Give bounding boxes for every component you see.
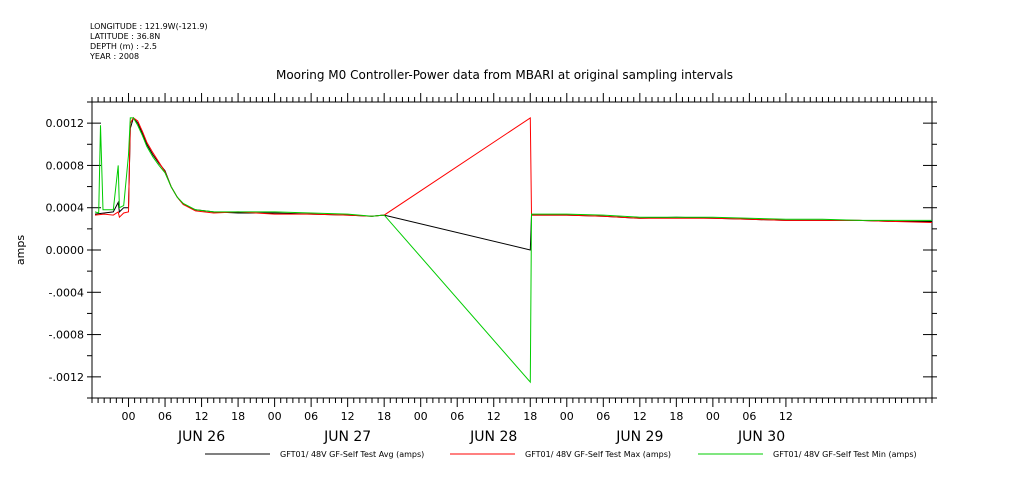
x-day-label: JUN 28 — [469, 429, 517, 445]
x-day-label: JUN 29 — [615, 429, 663, 445]
x-tick-label: 00 — [414, 410, 428, 423]
y-tick-label: -.0008 — [49, 329, 84, 342]
year-label: YEAR : 2008 — [90, 52, 140, 61]
y-axis-label: amps — [14, 235, 27, 265]
y-tick-label: 0.0008 — [46, 159, 85, 172]
x-tick-label: 00 — [122, 410, 136, 423]
x-tick-label: 00 — [706, 410, 720, 423]
legend-label: GFT01/ 48V GF-Self Test Avg (amps) — [280, 450, 424, 459]
axis-ticks: 0.0012 0.0008 0.0004 0.0000 -.0004 -.0008 -.00… — [46, 93, 937, 445]
x-tick-label: 18 — [377, 410, 391, 423]
legend-label: GFT01/ 48V GF-Self Test Min (amps) — [773, 450, 917, 459]
plot-frame — [91, 101, 933, 399]
x-tick-label: 18 — [669, 410, 683, 423]
x-day-label: JUN 27 — [323, 429, 371, 445]
y-tick-label: 0.0012 — [46, 117, 85, 130]
x-tick-label: 12 — [633, 410, 647, 423]
station-metadata: LONGITUDE : 121.9W(-121.9) LATITUDE : 36… — [90, 22, 208, 62]
x-tick-label: 18 — [523, 410, 537, 423]
x-tick-label: 06 — [742, 410, 756, 423]
x-day-label: JUN 26 — [177, 429, 225, 445]
series-line — [94, 116, 932, 251]
y-tick-label: 0.0000 — [46, 244, 85, 257]
x-tick-label: 18 — [231, 410, 245, 423]
x-tick-label: 00 — [268, 410, 282, 423]
x-tick-label: 00 — [560, 410, 574, 423]
latitude-label: LATITUDE : 36.8N — [90, 32, 161, 41]
legend: GFT01/ 48V GF-Self Test Avg (amps) GFT01/… — [205, 450, 917, 459]
y-tick-label: -.0012 — [49, 371, 84, 384]
series-line — [94, 116, 933, 223]
x-tick-label: 06 — [596, 410, 610, 423]
series-line — [94, 117, 932, 384]
y-tick-label: -.0004 — [49, 286, 84, 299]
depth-label: DEPTH (m) : -2.5 — [90, 42, 157, 51]
x-tick-label: 06 — [450, 410, 464, 423]
legend-label: GFT01/ 48V GF-Self Test Max (amps) — [525, 450, 671, 459]
series-lines — [94, 116, 933, 384]
y-tick-label: 0.0004 — [46, 202, 85, 215]
x-tick-label: 06 — [304, 410, 318, 423]
x-tick-label: 12 — [341, 410, 355, 423]
x-tick-label: 06 — [158, 410, 172, 423]
x-day-label: JUN 30 — [737, 429, 785, 445]
longitude-label: LONGITUDE : 121.9W(-121.9) — [90, 22, 208, 31]
chart-title: Mooring M0 Controller-Power data from MB… — [275, 68, 734, 82]
x-tick-label: 12 — [195, 410, 209, 423]
x-tick-label: 12 — [779, 410, 793, 423]
x-tick-label: 12 — [487, 410, 501, 423]
